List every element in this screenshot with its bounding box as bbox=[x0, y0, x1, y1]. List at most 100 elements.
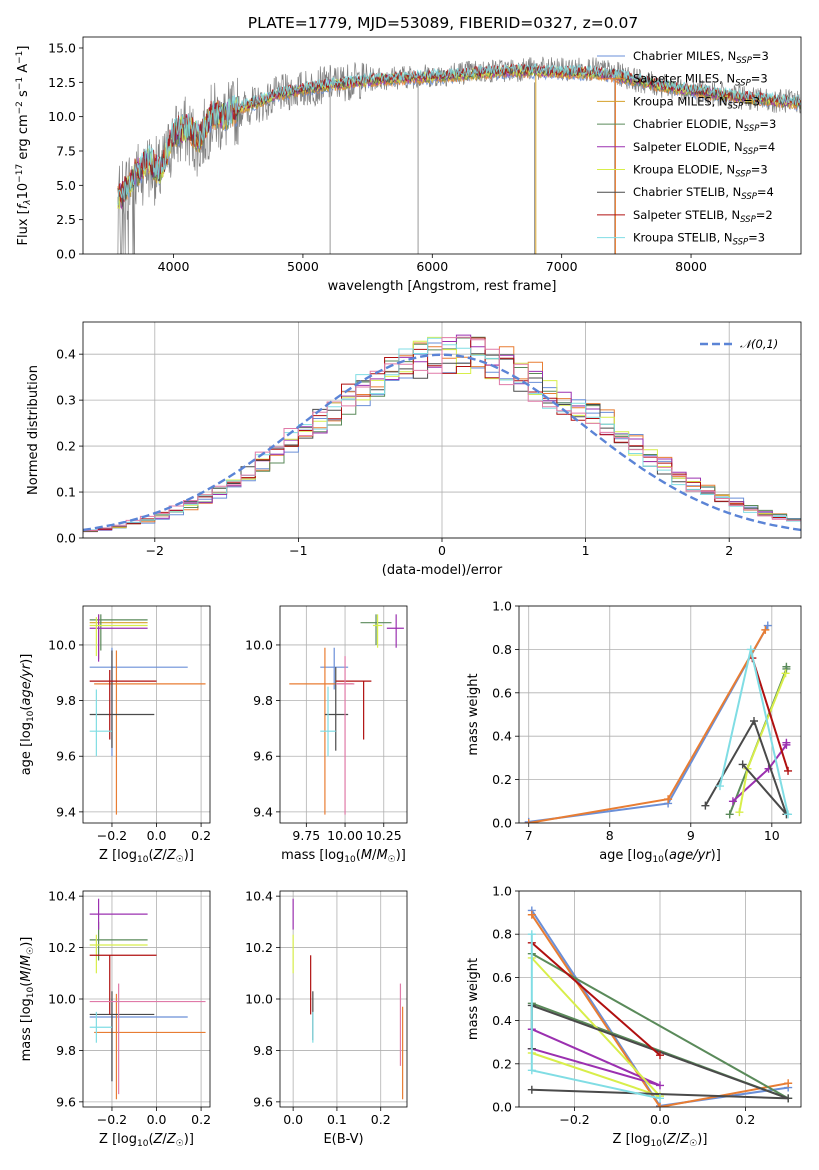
x-axis-label: mass [log10(M/M☉)] bbox=[281, 848, 406, 865]
weight-point-marker bbox=[781, 669, 790, 678]
weight-point-marker bbox=[725, 810, 734, 819]
weight-point-marker bbox=[527, 910, 536, 919]
x-tick-label: 5000 bbox=[287, 259, 319, 274]
y-tick-label: 0.3 bbox=[56, 393, 76, 408]
weight-series bbox=[524, 625, 770, 823]
weight-line bbox=[528, 625, 769, 823]
x-tick-label: 7000 bbox=[546, 259, 578, 274]
weight-lines bbox=[527, 906, 793, 1107]
weight-point-marker bbox=[782, 662, 791, 671]
y-tick-label: 12.5 bbox=[48, 75, 76, 90]
y-tick-label: 0.4 bbox=[492, 729, 512, 744]
axes-frame bbox=[518, 605, 802, 824]
y-tick-label: 10.0 bbox=[245, 992, 273, 1007]
x-axis-label: Z [log10(Z/Z☉)] bbox=[99, 1132, 194, 1149]
residual-histogram bbox=[83, 336, 801, 533]
x-tick-label: 10 bbox=[764, 828, 780, 843]
y-tick-label: 15.0 bbox=[48, 40, 76, 55]
y-tick-label: 0.2 bbox=[56, 439, 76, 454]
x-tick-label: 0.2 bbox=[736, 1112, 756, 1127]
y-tick-label: 0.6 bbox=[492, 970, 512, 985]
legend-entry-label: Kroupa STELIB, NSSP=3 bbox=[633, 231, 765, 248]
weight-point-marker bbox=[782, 738, 791, 747]
x-tick-label: 9.75 bbox=[292, 828, 320, 843]
errorbar-point bbox=[94, 650, 206, 815]
x-tick-label: 1 bbox=[582, 543, 590, 558]
legend-entry-label: 𝒩(0,1) bbox=[740, 337, 778, 351]
weight-point-marker bbox=[656, 1094, 664, 1103]
x-tick-label: 8000 bbox=[675, 259, 707, 274]
weight-line bbox=[751, 657, 789, 772]
weight-series bbox=[715, 645, 793, 819]
x-tick-label: 10.25 bbox=[366, 828, 402, 843]
x-axis-label: (data-model)/error bbox=[382, 563, 503, 578]
axes-frame bbox=[518, 890, 802, 1108]
y-tick-label: 0.2 bbox=[492, 772, 512, 787]
axes-frame bbox=[279, 605, 408, 824]
x-tick-label: 8 bbox=[606, 828, 614, 843]
weight-point-marker bbox=[664, 795, 673, 804]
errorbar-point bbox=[89, 617, 148, 657]
legend-entry-label: Salpeter MILES, NSSP=3 bbox=[633, 72, 768, 89]
weight-line bbox=[528, 629, 767, 823]
weight-point-marker bbox=[656, 1081, 664, 1090]
x-tick-label: 4000 bbox=[158, 259, 190, 274]
weight-series bbox=[527, 953, 664, 1101]
panel-mass_vs_EBV: 0.0 0.1 0.2 9.6 9.8 10.0 10.2 10.4 E(B-V) bbox=[245, 889, 408, 1147]
x-tick-label: 0.2 bbox=[191, 828, 211, 843]
weight-point-marker bbox=[527, 1066, 536, 1075]
x-tick-label: 0.0 bbox=[147, 828, 167, 843]
y-axis-label: mass [log10(M/M☉)] bbox=[19, 937, 36, 1062]
legend-entry-label: Kroupa MILES, NSSP=3 bbox=[633, 94, 760, 111]
y-tick-label: 9.8 bbox=[253, 1043, 273, 1058]
legend-entry-label: Chabrier MILES, NSSP=3 bbox=[633, 49, 769, 66]
y-tick-label: 0.1 bbox=[56, 485, 76, 500]
y-tick-label: 0.0 bbox=[56, 531, 76, 546]
weight-series bbox=[527, 938, 664, 1060]
axes-frame bbox=[82, 605, 211, 824]
x-axis-label: Z [log10(Z/Z☉)] bbox=[613, 1132, 708, 1149]
weight-point-marker bbox=[524, 819, 533, 823]
errorbar-point bbox=[89, 689, 112, 757]
weight-point-marker bbox=[746, 645, 755, 654]
y-tick-label: 0.4 bbox=[492, 1013, 512, 1028]
weight-point-marker bbox=[784, 1079, 793, 1088]
errorbar-point bbox=[335, 656, 355, 815]
y-tick-label: 0.6 bbox=[492, 685, 512, 700]
x-tick-label: 0.2 bbox=[191, 1112, 211, 1127]
y-tick-label: 9.6 bbox=[56, 1094, 76, 1109]
y-tick-label: 10.2 bbox=[48, 940, 76, 955]
weight-point-marker bbox=[656, 1103, 664, 1107]
model-spectrum-line bbox=[117, 63, 801, 206]
legend-entry-label: Salpeter ELODIE, NSSP=4 bbox=[633, 140, 775, 157]
x-axis-label: age [log10(age/yr)] bbox=[599, 848, 721, 865]
y-tick-label: 0.4 bbox=[56, 347, 76, 362]
errorbar-point bbox=[89, 1011, 112, 1043]
x-tick-label: 0.2 bbox=[371, 1112, 391, 1127]
x-tick-label: 10.00 bbox=[327, 828, 363, 843]
axes-frame bbox=[82, 890, 211, 1108]
histograms bbox=[83, 334, 801, 534]
y-tick-label: 9.4 bbox=[56, 804, 76, 819]
weight-point-marker bbox=[784, 1094, 793, 1103]
x-axis-label: wavelength [Angstrom, rest frame] bbox=[328, 279, 557, 294]
errorbar-point bbox=[89, 934, 148, 974]
errorbar-point bbox=[89, 991, 155, 1082]
weight-point-marker bbox=[735, 808, 744, 817]
y-tick-label: 1.0 bbox=[492, 884, 512, 899]
panel-weight_vs_Z: −0.2 0.0 0.2 0.0 0.2 0.4 0.6 0.8 1.0 Z [log10(Z/Z… bbox=[466, 884, 802, 1149]
x-tick-label: −0.2 bbox=[97, 1112, 127, 1127]
weight-point-marker bbox=[527, 930, 536, 939]
data-spectrum-line bbox=[117, 56, 801, 254]
y-tick-label: 0.0 bbox=[492, 1100, 512, 1115]
y-tick-label: 9.8 bbox=[56, 693, 76, 708]
y-tick-label: 5.0 bbox=[56, 178, 76, 193]
errorbar-point bbox=[335, 680, 372, 740]
weight-series bbox=[527, 930, 664, 1103]
errorbar-point bbox=[320, 686, 336, 757]
x-tick-label: 0.0 bbox=[147, 1112, 167, 1127]
x-tick-label: 7 bbox=[525, 828, 533, 843]
y-tick-label: 0.8 bbox=[492, 927, 512, 942]
axes-frame bbox=[82, 321, 802, 539]
